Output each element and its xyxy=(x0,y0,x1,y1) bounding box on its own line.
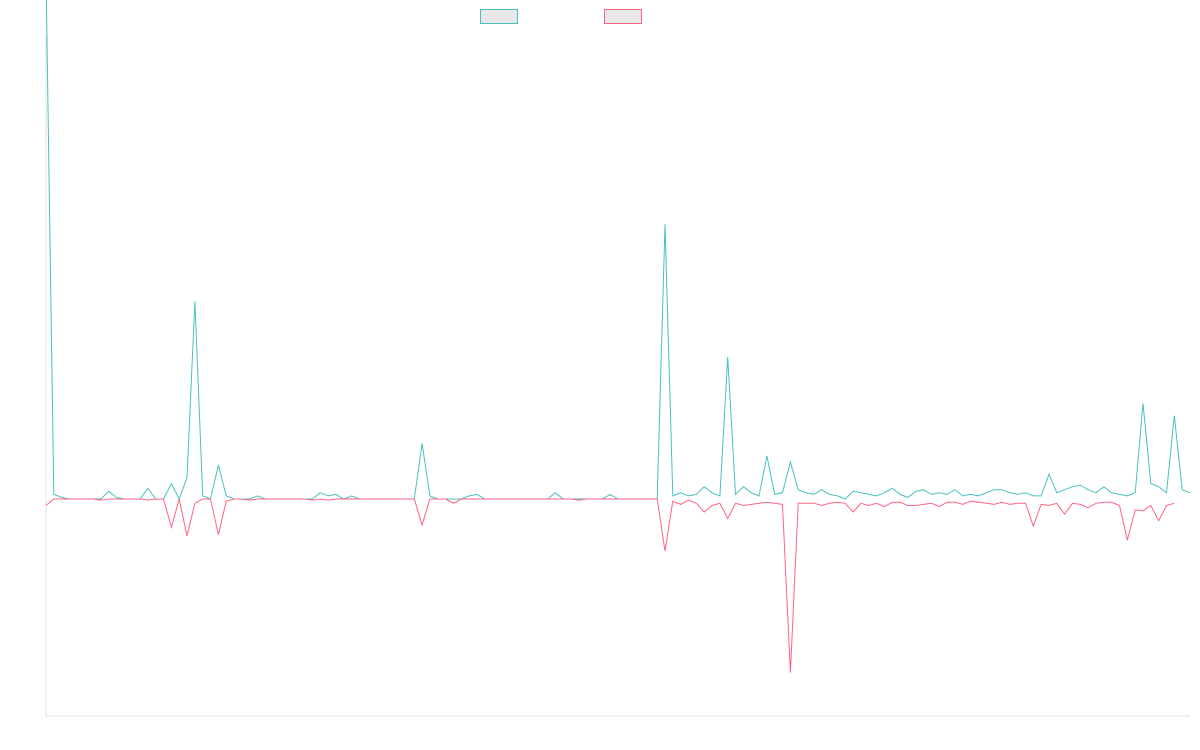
legend-swatch-1 xyxy=(480,9,518,24)
legend-item-2[interactable] xyxy=(604,9,648,24)
legend-swatch-2 xyxy=(604,9,642,24)
series-line-1 xyxy=(45,0,1191,501)
series-line-2 xyxy=(45,498,1175,673)
legend-item-1[interactable] xyxy=(480,9,524,24)
